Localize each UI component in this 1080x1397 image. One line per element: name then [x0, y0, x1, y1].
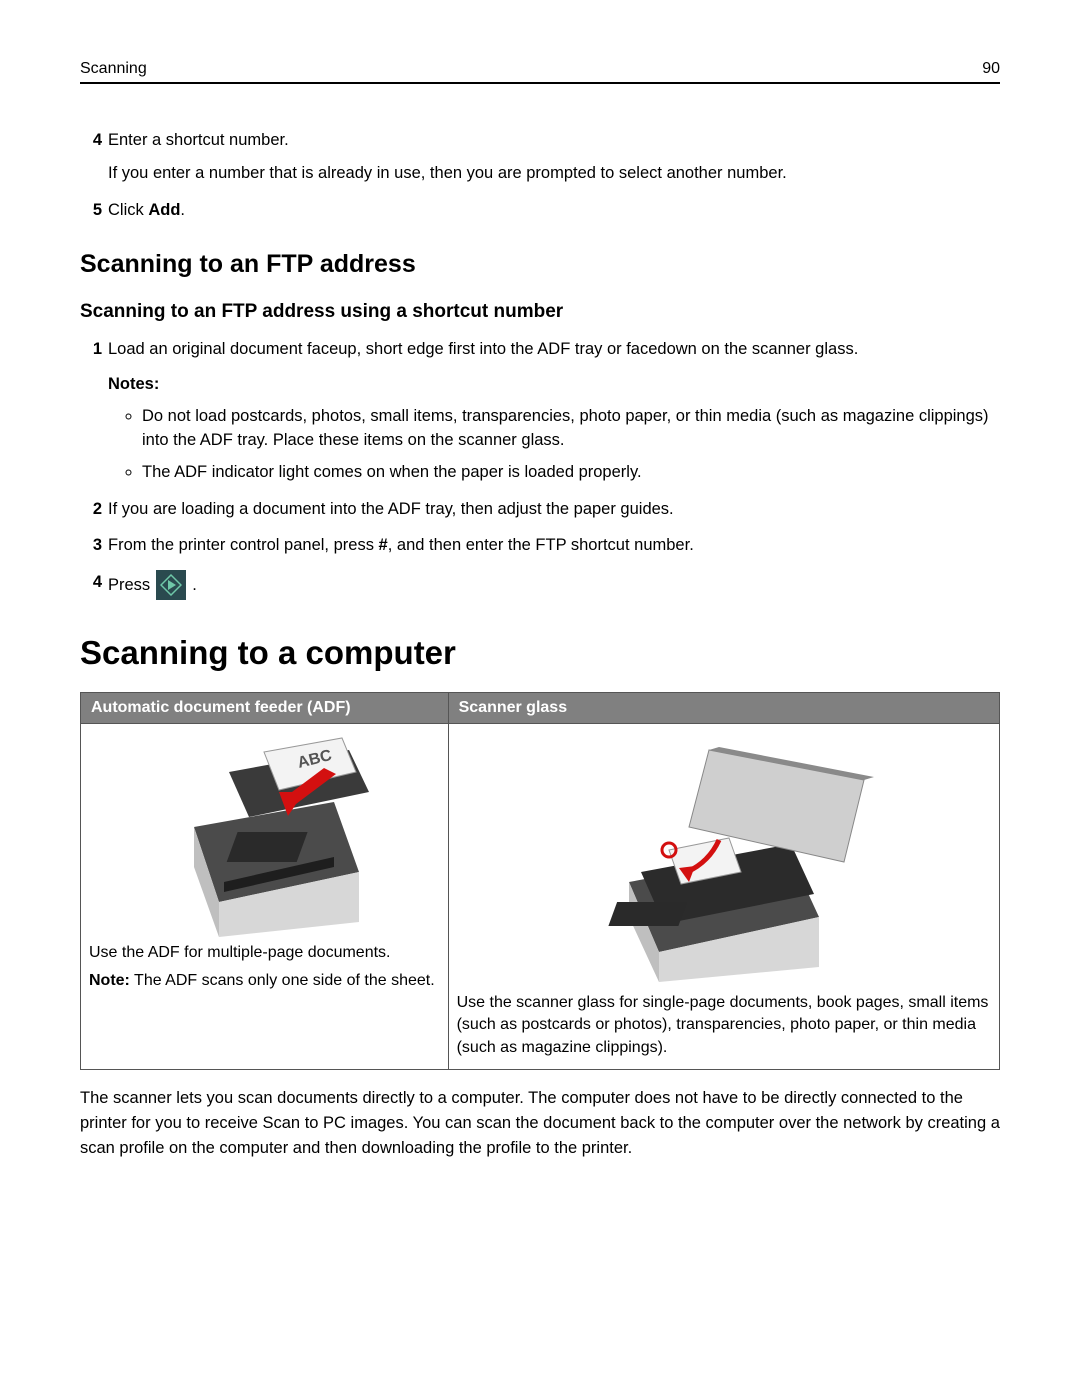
step-4: 4 Enter a shortcut number. If you enter … — [80, 128, 1000, 186]
step-text-suffix: . — [192, 573, 197, 598]
running-header: Scanning 90 — [80, 60, 1000, 84]
cell-glass: Use the scanner glass for single-page do… — [448, 724, 999, 1070]
heading-ftp: Scanning to an FTP address — [80, 250, 1000, 279]
adf-printer-illustration: ABC — [89, 732, 440, 942]
step-text: Load an original document faceup, short … — [108, 340, 858, 358]
heading-computer: Scanning to a computer — [80, 634, 1000, 672]
notes-label: Notes: — [108, 372, 1000, 397]
page: Scanning 90 4 Enter a shortcut number. I… — [0, 0, 1080, 1397]
step-number: 4 — [80, 128, 102, 153]
step-text: If you are loading a document into the A… — [108, 500, 674, 518]
page-number: 90 — [982, 60, 1000, 78]
ftp-step-3: 3 From the printer control panel, press … — [80, 533, 1000, 558]
table-row: ABC Use the ADF for multiple-page docume… — [81, 724, 1000, 1070]
step-number: 3 — [80, 533, 102, 558]
step-text-prefix: Press — [108, 573, 150, 598]
section-name: Scanning — [80, 60, 147, 78]
step-number: 1 — [80, 337, 102, 362]
step-text-suffix: . — [180, 201, 185, 219]
ftp-step-1: 1 Load an original document faceup, shor… — [80, 337, 1000, 484]
ftp-step-4: 4 Press . — [80, 570, 1000, 600]
step-number: 4 — [80, 570, 102, 595]
step-number: 5 — [80, 198, 102, 223]
step-text-bold: Add — [148, 201, 180, 219]
table-header-adf: Automatic document feeder (ADF) — [81, 693, 449, 724]
table-header-glass: Scanner glass — [448, 693, 999, 724]
scanner-glass-illustration — [457, 732, 991, 992]
step-number: 2 — [80, 497, 102, 522]
adf-note-label: Note: — [89, 972, 130, 989]
subheading-ftp-shortcut: Scanning to an FTP address using a short… — [80, 301, 1000, 323]
step-subtext: If you enter a number that is already in… — [108, 161, 1000, 186]
adf-caption-line1: Use the ADF for multiple-page documents. — [89, 942, 440, 964]
step-text: Enter a shortcut number. — [108, 131, 289, 149]
step-text-prefix: From the printer control panel, press — [108, 536, 379, 554]
body-paragraph: The scanner lets you scan documents dire… — [80, 1086, 1000, 1160]
step-text-bold: # — [379, 536, 388, 554]
step-5: 5 Click Add. — [80, 198, 1000, 223]
ftp-steps: 1 Load an original document faceup, shor… — [80, 337, 1000, 600]
note-item: The ADF indicator light comes on when th… — [142, 461, 1000, 485]
step-text-prefix: Click — [108, 201, 148, 219]
ftp-step-2: 2 If you are loading a document into the… — [80, 497, 1000, 522]
compare-table: Automatic document feeder (ADF) Scanner … — [80, 692, 1000, 1070]
notes-list: Do not load postcards, photos, small ite… — [108, 405, 1000, 485]
adf-note-text: The ADF scans only one side of the sheet… — [130, 972, 435, 989]
glass-caption: Use the scanner glass for single-page do… — [457, 992, 991, 1059]
note-item: Do not load postcards, photos, small ite… — [142, 405, 1000, 453]
cell-adf: ABC Use the ADF for multiple-page docume… — [81, 724, 449, 1070]
steps-continuation: 4 Enter a shortcut number. If you enter … — [80, 128, 1000, 222]
step-text-suffix: , and then enter the FTP shortcut number… — [388, 536, 694, 554]
diamond-start-icon — [156, 570, 186, 600]
